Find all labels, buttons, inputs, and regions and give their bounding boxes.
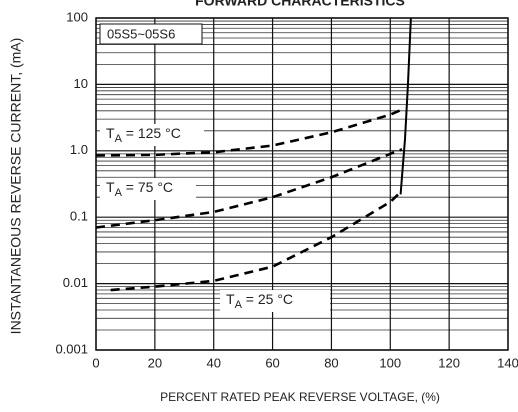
x-tick-label: 100 — [379, 355, 401, 370]
y-tick-label: 0.1 — [70, 209, 88, 224]
annotation-text: = 25 °C — [242, 291, 293, 307]
annotation-box — [220, 290, 330, 312]
x-tick-label: 20 — [148, 355, 162, 370]
annotation-text: T — [106, 179, 115, 195]
annotation: TA = 25 °C — [226, 291, 293, 311]
annotation: TA = 75 °C — [106, 179, 173, 199]
annotation-box — [100, 124, 204, 146]
annotation-text: = 75 °C — [122, 179, 173, 195]
curve — [399, 17, 412, 195]
y-tick-label: 0.001 — [55, 341, 88, 356]
y-tick-label: 100 — [66, 9, 88, 24]
x-tick-label: 140 — [497, 355, 518, 370]
x-axis-label: PERCENT RATED PEAK REVERSE VOLTAGE, (%) — [160, 390, 440, 404]
annotation-subscript: A — [235, 299, 243, 311]
y-axis-label: INSTANTANEOUS REVERSE CURRENT, (mA) — [8, 38, 24, 335]
x-tick-label: 40 — [206, 355, 220, 370]
annotation: TA = 125 °C — [106, 125, 181, 145]
part-label-box — [99, 23, 203, 45]
curve — [95, 148, 403, 229]
annotation-text: = 125 °C — [122, 125, 181, 141]
annotation-subscript: A — [115, 133, 123, 145]
part-label: 05S5~05S6 — [107, 26, 175, 41]
annotation-subscript: A — [115, 187, 123, 199]
annotation-text: T — [226, 291, 235, 307]
x-tick-label: 60 — [265, 355, 279, 370]
x-tick-label: 0 — [92, 355, 99, 370]
y-tick-label: 1.0 — [70, 142, 88, 157]
annotation-text: T — [106, 125, 115, 141]
chart-title: FORWARD CHARACTERISTICS — [195, 0, 405, 9]
x-tick-label: 80 — [324, 355, 338, 370]
annotation-box — [100, 178, 196, 200]
plot-frame — [95, 17, 509, 351]
x-tick-label: 120 — [438, 355, 460, 370]
y-tick-label: 10 — [74, 76, 88, 91]
y-tick-label: 0.01 — [63, 275, 88, 290]
